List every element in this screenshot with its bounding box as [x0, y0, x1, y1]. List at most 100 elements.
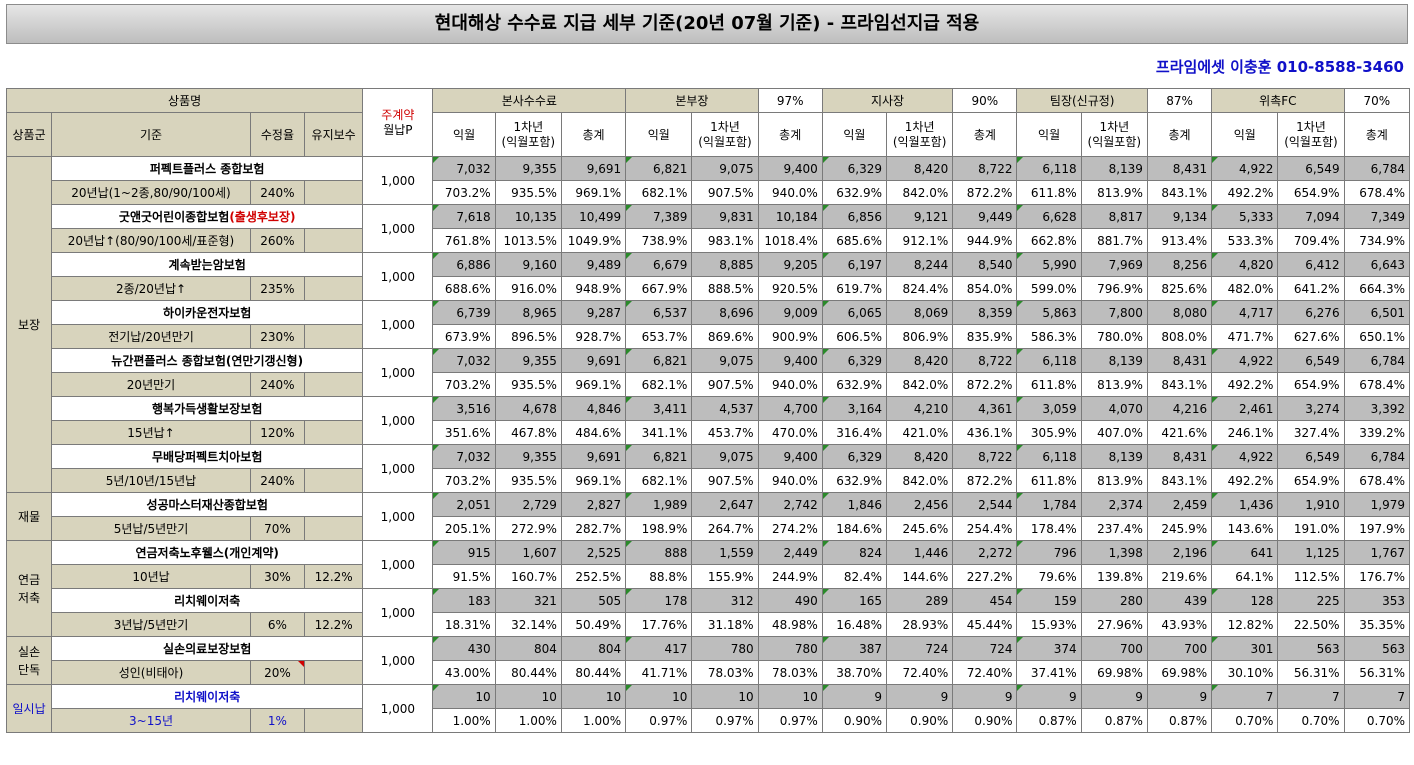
percent-cell: 56.31% [1343, 660, 1411, 685]
maint-cell [304, 516, 364, 541]
percent-cell: 940.0% [757, 372, 823, 397]
amount-cell: 1,125 [1277, 540, 1345, 565]
percent-cell: 813.9% [1080, 180, 1148, 205]
amount-cell: 1,446 [886, 540, 954, 565]
amount-cell: 6,821 [625, 348, 693, 373]
table-row: 10년납 30% 12.2% 91.5% 160.7% 252.5% 88.8% 155.9%… [7, 564, 1411, 589]
commission-table: 상품명 주계약 월납P 본사수수료 본부장 97% 지사장 90% 팀장(신규정… [5, 88, 1411, 733]
percent-cell: 264.7% [691, 516, 759, 541]
group-cell: 보장 [5, 156, 53, 493]
product-name: 리치웨이저축 [51, 684, 364, 709]
amount-cell: 9,691 [560, 348, 627, 373]
percent-cell: 245.6% [886, 516, 954, 541]
percent-cell: 272.9% [494, 516, 562, 541]
product-name: 하이카운전자보험 [51, 300, 364, 325]
amount-cell: 9,355 [494, 156, 562, 181]
header-first-year: 1차년 (익월포함) [691, 112, 759, 157]
amount-cell: 8,431 [1146, 348, 1213, 373]
percent-cell: 813.9% [1080, 468, 1148, 493]
header-premium-bottom: 월납P [383, 122, 413, 137]
amount-cell: 6,537 [625, 300, 693, 325]
amount-cell: 6,118 [1016, 348, 1082, 373]
amount-cell: 3,274 [1277, 396, 1345, 421]
percent-cell: 327.4% [1277, 420, 1345, 445]
amount-cell: 8,722 [952, 156, 1018, 181]
amount-cell: 9 [1146, 684, 1213, 709]
amount-cell: 10,499 [560, 204, 627, 229]
criteria-cell: 3년납/5년만기 [51, 612, 251, 637]
percent-cell: 316.4% [821, 420, 888, 445]
amount-cell: 7 [1277, 684, 1345, 709]
amount-cell: 4,070 [1080, 396, 1148, 421]
amount-cell: 1,910 [1277, 492, 1345, 517]
header-first-year-line2: (익월포함) [698, 134, 752, 149]
amount-cell: 8,420 [886, 348, 954, 373]
rate-cell: 1% [249, 708, 306, 733]
amount-cell: 7 [1343, 684, 1411, 709]
header-first-year-line1: 1차년 [1099, 119, 1130, 134]
percent-cell: 305.9% [1016, 420, 1082, 445]
amount-cell: 10 [494, 684, 562, 709]
amount-cell: 387 [821, 636, 888, 661]
criteria-cell: 2종/20년납↑ [51, 276, 251, 301]
percent-cell: 843.1% [1146, 180, 1213, 205]
table-row: 연금 저축 연금저축노후웰스(개인계약) 1,000 915 1,607 2,525 888… [5, 540, 1411, 637]
header-first-year-line2: (익월포함) [1284, 134, 1338, 149]
header-team: 팀장(신규정) [1016, 88, 1148, 113]
percent-cell: 650.1% [1343, 324, 1411, 349]
amount-cell: 9,831 [691, 204, 759, 229]
table-row: 20년납(1~2종,80/90/100세) 240% 703.2% 935.5% 969… [7, 180, 1411, 205]
amount-cell: 563 [1343, 636, 1411, 661]
percent-cell: 632.9% [821, 180, 888, 205]
amount-cell: 8,817 [1080, 204, 1148, 229]
percent-cell: 197.9% [1343, 516, 1411, 541]
table-row: 뉴간편플러스 종합보험(연만기갱신형) 1,000 7,032 9,355 9,691 6… [7, 348, 1411, 397]
amount-cell: 6,856 [821, 204, 888, 229]
amount-cell: 3,516 [432, 396, 496, 421]
premium-cell: 1,000 [362, 444, 434, 493]
table-row: 성인(비태아) 20% 43.00% 80.44% 80.44% 41.71% 78.03%… [7, 660, 1411, 685]
amount-cell: 804 [494, 636, 562, 661]
amount-cell: 7,969 [1080, 252, 1148, 277]
header-total: 총계 [560, 112, 627, 157]
percent-cell: 0.97% [625, 708, 693, 733]
percent-cell: 685.6% [821, 228, 888, 253]
amount-cell: 417 [625, 636, 693, 661]
table-row: 전기납/20년만기 230% 673.9% 896.5% 928.7% 653.7% 869… [7, 324, 1411, 349]
premium-cell: 1,000 [362, 252, 434, 301]
maint-cell [304, 276, 364, 301]
amount-cell: 6,276 [1277, 300, 1345, 325]
percent-cell: 796.9% [1080, 276, 1148, 301]
amount-cell: 8,696 [691, 300, 759, 325]
percent-cell: 0.70% [1343, 708, 1411, 733]
percent-cell: 198.9% [625, 516, 693, 541]
percent-cell: 112.5% [1277, 564, 1345, 589]
amount-cell: 4,922 [1211, 444, 1279, 469]
percent-cell: 88.8% [625, 564, 693, 589]
amount-cell: 10 [560, 684, 627, 709]
percent-cell: 79.6% [1016, 564, 1082, 589]
premium-cell: 1,000 [362, 636, 434, 685]
amount-cell: 5,990 [1016, 252, 1082, 277]
amount-cell: 8,256 [1146, 252, 1213, 277]
amount-cell: 9,691 [560, 156, 627, 181]
amount-cell: 165 [821, 588, 888, 613]
criteria-cell: 10년납 [51, 564, 251, 589]
header-first-year-line2: (익월포함) [1087, 134, 1142, 149]
percent-cell: 282.7% [560, 516, 627, 541]
percent-cell: 244.9% [757, 564, 823, 589]
criteria-cell: 3~15년 [51, 708, 251, 733]
amount-cell: 7,618 [432, 204, 496, 229]
header-first-month: 익월 [625, 112, 693, 157]
percent-cell: 940.0% [757, 468, 823, 493]
percent-cell: 654.9% [1277, 372, 1345, 397]
rate-cell: 230% [249, 324, 306, 349]
amount-cell: 301 [1211, 636, 1279, 661]
product-name-text: 성공마스터재산종합보험 [146, 498, 268, 512]
amount-cell: 178 [625, 588, 693, 613]
header-first-month: 익월 [821, 112, 888, 157]
amount-cell: 563 [1277, 636, 1345, 661]
product-name: 굿앤굿어린이종합보험(출생후보장) [51, 204, 364, 229]
header-bu: 본부장 [625, 88, 759, 113]
product-name: 연금저축노후웰스(개인계약) [51, 540, 364, 565]
